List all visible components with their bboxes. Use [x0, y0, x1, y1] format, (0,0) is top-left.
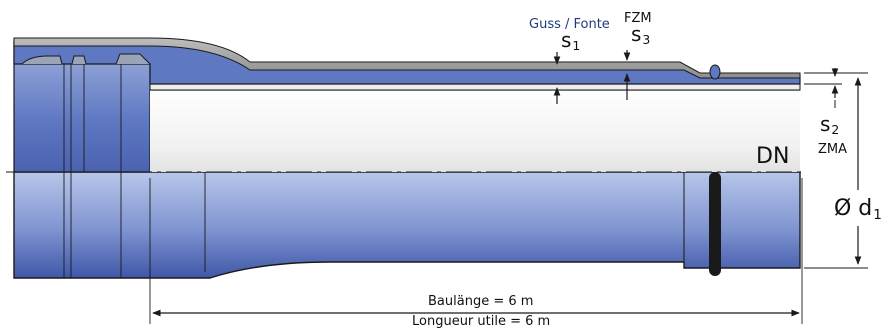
lining-layer — [149, 83, 801, 91]
dn-label: DN — [756, 144, 790, 169]
length-label-de: Baulänge = 6 m — [428, 294, 534, 309]
s3-main: s — [631, 22, 642, 46]
diameter-sub: 1 — [873, 206, 882, 223]
s1-main: s — [561, 28, 572, 52]
s1-sub: 1 — [572, 38, 581, 54]
s1-label: s1 — [561, 28, 581, 54]
socket-grooves — [21, 53, 151, 65]
coating-label: FZM — [624, 11, 652, 26]
length-label-fr: Longueur utile = 6 m — [412, 314, 551, 329]
diameter-label: Ø d1 — [834, 196, 882, 223]
s3-sub: 3 — [642, 32, 651, 48]
pipe-lower-half — [13, 171, 801, 279]
diameter-main: Ø d — [834, 196, 873, 221]
s2-main: s — [820, 112, 831, 136]
coating-layer — [13, 37, 801, 79]
s2-label: s2 — [820, 112, 840, 138]
s3-label: s3 — [631, 22, 651, 48]
spigot-ring — [709, 172, 721, 276]
material-label: Guss / Fonte — [529, 17, 610, 32]
pipe-bore — [150, 90, 800, 172]
spigot-ring-top — [709, 64, 721, 80]
s2-sub: 2 — [831, 122, 840, 138]
lining-label: ZMA — [818, 142, 848, 157]
